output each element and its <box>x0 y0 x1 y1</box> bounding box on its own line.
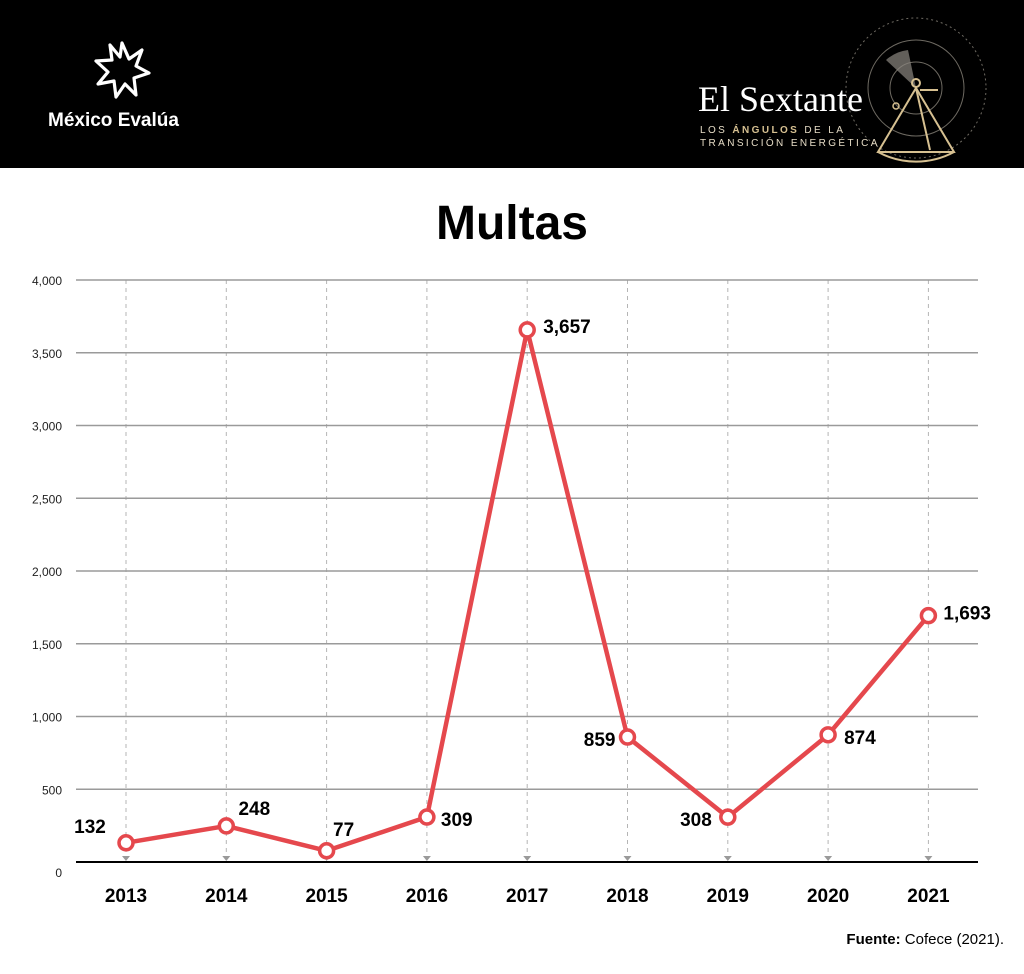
data-label: 308 <box>680 810 712 831</box>
x-tick-label: 2020 <box>807 886 849 907</box>
x-guide-arrow <box>222 856 231 861</box>
header-banner: México Evalúa El Sextante LOS ÁNGULOS DE… <box>0 0 1024 168</box>
x-guide-arrow <box>523 856 532 861</box>
y-tick-label: 0 <box>55 866 62 880</box>
data-point <box>418 808 436 826</box>
y-tick-label: 3,000 <box>32 420 62 434</box>
data-point <box>317 842 336 860</box>
x-tick-label: 2014 <box>205 886 248 907</box>
source-text: Cofece (2021). <box>904 931 1004 948</box>
x-guide-arrow <box>824 856 833 861</box>
brand-name-left: México Evalúa <box>48 110 179 131</box>
data-point <box>919 606 938 625</box>
data-label: 1,693 <box>943 604 991 625</box>
data-point <box>117 834 135 852</box>
y-tick-label: 1,500 <box>32 638 62 652</box>
data-label: 3,657 <box>543 317 591 338</box>
y-tick-label: 500 <box>42 783 62 797</box>
x-guide-arrow <box>122 856 130 861</box>
source-label: Fuente: <box>846 931 901 948</box>
star-logo-icon <box>94 41 151 99</box>
x-guide-arrow <box>924 856 933 861</box>
data-point <box>217 817 236 835</box>
y-tick-label: 4,000 <box>32 274 62 288</box>
data-label: 77 <box>333 820 354 841</box>
x-tick-label: 2019 <box>707 886 749 907</box>
brand-subtitle-line2: TRANSICIÓN ENERGÉTICA <box>700 138 880 149</box>
brand-subtitle-right: LOS ÁNGULOS DE LA TRANSICIÓN ENERGÉTICA <box>700 124 880 150</box>
x-tick-label: 2016 <box>406 886 448 907</box>
data-label: 248 <box>238 799 270 820</box>
x-guide-arrow <box>623 856 632 861</box>
y-tick-label: 3,500 <box>32 347 62 361</box>
data-point <box>719 808 737 826</box>
y-tick-label: 1,000 <box>32 711 62 725</box>
sextant-emblem-icon <box>845 17 987 163</box>
y-tick-label: 2,000 <box>32 565 62 579</box>
x-tick-label: 2017 <box>506 886 548 907</box>
x-tick-label: 2015 <box>305 886 348 907</box>
x-tick-label: 2018 <box>606 886 648 907</box>
y-tick-label: 2,500 <box>32 492 62 506</box>
x-guide-arrow <box>422 856 431 861</box>
brand-subtitle-bold: ÁNGULOS <box>732 125 800 136</box>
data-label: 309 <box>441 810 473 831</box>
data-point <box>819 726 837 744</box>
chart-title: Multas <box>435 197 588 250</box>
brand-name-right: El Sextante <box>698 79 863 119</box>
x-tick-label: 2013 <box>105 886 147 907</box>
source-note: Fuente: Cofece (2021). <box>846 931 1004 948</box>
data-point <box>618 728 637 746</box>
brand-subtitle-post: DE LA <box>804 125 846 136</box>
data-label: 859 <box>584 730 616 751</box>
x-guide-arrow <box>723 856 732 861</box>
x-tick-label: 2021 <box>907 886 950 907</box>
brand-subtitle-pre: LOS <box>700 125 728 136</box>
data-label: 874 <box>844 728 876 749</box>
data-point <box>518 321 536 339</box>
data-label: 132 <box>74 817 106 838</box>
